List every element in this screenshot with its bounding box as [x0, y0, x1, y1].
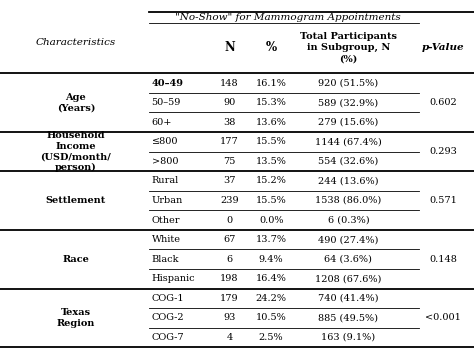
Text: 10.5%: 10.5% — [256, 313, 286, 322]
Text: 13.6%: 13.6% — [255, 118, 287, 127]
Text: >800: >800 — [152, 157, 178, 166]
Text: 0.293: 0.293 — [429, 147, 457, 156]
Text: 16.4%: 16.4% — [255, 274, 287, 283]
Text: ≤800: ≤800 — [152, 137, 178, 146]
Text: 40–49: 40–49 — [152, 79, 184, 88]
Text: N: N — [224, 42, 235, 54]
Text: 554 (32.6%): 554 (32.6%) — [318, 157, 379, 166]
Text: 6 (0.3%): 6 (0.3%) — [328, 216, 369, 224]
Text: Household
Income
(USD/month/
person): Household Income (USD/month/ person) — [40, 131, 111, 172]
Text: 885 (49.5%): 885 (49.5%) — [319, 313, 378, 322]
Text: 4: 4 — [226, 333, 233, 342]
Text: Settlement: Settlement — [46, 196, 106, 205]
Text: COG-1: COG-1 — [152, 294, 184, 303]
Text: COG-7: COG-7 — [152, 333, 184, 342]
Text: 24.2%: 24.2% — [255, 294, 287, 303]
Text: 38: 38 — [223, 118, 236, 127]
Text: 15.3%: 15.3% — [255, 98, 287, 107]
Text: <0.001: <0.001 — [425, 313, 461, 322]
Text: 179: 179 — [220, 294, 239, 303]
Text: %: % — [265, 42, 277, 54]
Text: 37: 37 — [223, 176, 236, 185]
Text: 163 (9.1%): 163 (9.1%) — [321, 333, 375, 342]
Text: 279 (15.6%): 279 (15.6%) — [318, 118, 379, 127]
Text: 50–59: 50–59 — [152, 98, 181, 107]
Text: 589 (32.9%): 589 (32.9%) — [319, 98, 378, 107]
Text: 15.5%: 15.5% — [256, 137, 286, 146]
Text: 1208 (67.6%): 1208 (67.6%) — [315, 274, 382, 283]
Text: Other: Other — [152, 216, 180, 224]
Text: 75: 75 — [223, 157, 236, 166]
Text: 67: 67 — [223, 235, 236, 244]
Text: 60+: 60+ — [152, 118, 172, 127]
Text: Urban: Urban — [152, 196, 183, 205]
Text: 93: 93 — [223, 313, 236, 322]
Text: p-Value: p-Value — [422, 44, 465, 52]
Text: Total Participants
in Subgroup, N
(%): Total Participants in Subgroup, N (%) — [300, 32, 397, 64]
Text: Black: Black — [152, 255, 179, 264]
Text: Texas
Region: Texas Region — [57, 308, 95, 328]
Text: 0.148: 0.148 — [429, 255, 457, 264]
Text: 6: 6 — [227, 255, 232, 264]
Text: 13.7%: 13.7% — [255, 235, 287, 244]
Text: 244 (13.6%): 244 (13.6%) — [318, 176, 379, 185]
Text: Race: Race — [63, 255, 89, 264]
Text: 177: 177 — [220, 137, 239, 146]
Text: 0.602: 0.602 — [429, 98, 457, 107]
Text: 13.5%: 13.5% — [255, 157, 287, 166]
Text: Hispanic: Hispanic — [152, 274, 195, 283]
Text: 1538 (86.0%): 1538 (86.0%) — [315, 196, 382, 205]
Text: 239: 239 — [220, 196, 239, 205]
Text: COG-2: COG-2 — [152, 313, 184, 322]
Text: 0: 0 — [227, 216, 232, 224]
Text: Rural: Rural — [152, 176, 179, 185]
Text: "No-Show" for Mammogram Appointments: "No-Show" for Mammogram Appointments — [175, 13, 401, 22]
Text: 198: 198 — [220, 274, 239, 283]
Text: Characteristics: Characteristics — [36, 38, 116, 47]
Text: 1144 (67.4%): 1144 (67.4%) — [315, 137, 382, 146]
Text: 64 (3.6%): 64 (3.6%) — [324, 255, 373, 264]
Text: 90: 90 — [223, 98, 236, 107]
Text: 9.4%: 9.4% — [259, 255, 283, 264]
Text: Age
(Years): Age (Years) — [57, 93, 95, 112]
Text: 0.0%: 0.0% — [259, 216, 283, 224]
Text: 0.571: 0.571 — [429, 196, 457, 205]
Text: White: White — [152, 235, 181, 244]
Text: 148: 148 — [220, 79, 239, 88]
Text: 15.2%: 15.2% — [255, 176, 287, 185]
Text: 15.5%: 15.5% — [256, 196, 286, 205]
Text: 490 (27.4%): 490 (27.4%) — [318, 235, 379, 244]
Text: 16.1%: 16.1% — [255, 79, 287, 88]
Text: 740 (41.4%): 740 (41.4%) — [318, 294, 379, 303]
Text: 2.5%: 2.5% — [259, 333, 283, 342]
Text: 920 (51.5%): 920 (51.5%) — [319, 79, 378, 88]
